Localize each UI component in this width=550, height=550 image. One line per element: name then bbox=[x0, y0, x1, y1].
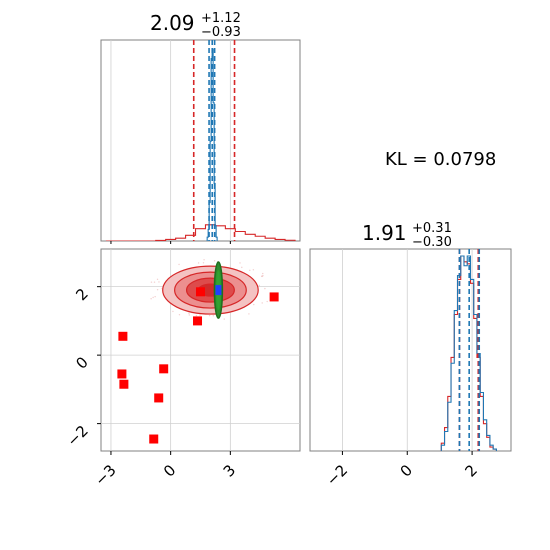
scatter-point bbox=[156, 278, 159, 281]
tick-label-right-x: 2 bbox=[461, 461, 480, 480]
kl-annotation: KL = 0.0798 bbox=[385, 149, 496, 170]
scatter-point bbox=[152, 296, 154, 299]
title-x-median: 2.09 bbox=[150, 11, 195, 35]
scatter-point bbox=[239, 262, 241, 264]
square-marker bbox=[196, 287, 205, 297]
scatter-point bbox=[252, 269, 255, 271]
scatter-point bbox=[208, 314, 211, 317]
panel-marginal-y-frame bbox=[309, 248, 512, 452]
tick-label-joint-x: 0 bbox=[160, 461, 179, 480]
square-marker bbox=[154, 393, 164, 403]
title-x-plus: +1.12 bbox=[201, 11, 241, 26]
tick-label-joint-y: −2 bbox=[63, 422, 91, 450]
square-marker bbox=[193, 316, 203, 326]
scatter-point bbox=[248, 313, 250, 315]
scatter-point bbox=[264, 287, 266, 290]
tick-label-right-x: −2 bbox=[323, 461, 351, 489]
square-marker bbox=[269, 292, 279, 302]
scatter-point bbox=[262, 272, 264, 275]
scatter-point bbox=[178, 263, 180, 266]
scatter-point bbox=[213, 260, 216, 262]
scatter-point bbox=[150, 298, 152, 300]
title-marginal-y: 1.91 bbox=[362, 221, 407, 245]
scatter-point bbox=[203, 259, 205, 261]
tick-label-right-x: 0 bbox=[397, 461, 416, 480]
title-y-minus: −0.30 bbox=[412, 235, 452, 250]
scatter-point bbox=[261, 275, 263, 278]
title-y-plus: +0.31 bbox=[412, 221, 452, 236]
scatter-point bbox=[249, 269, 251, 272]
scatter-point bbox=[178, 314, 181, 316]
scatter-point bbox=[241, 266, 243, 269]
scatter-point bbox=[188, 312, 190, 315]
scatter-point bbox=[212, 315, 215, 317]
scatter-point bbox=[172, 310, 174, 313]
scatter-point bbox=[202, 262, 205, 264]
tick-label-joint-x: −3 bbox=[91, 461, 119, 489]
square-marker bbox=[118, 331, 128, 341]
title-y-median: 1.91 bbox=[362, 221, 407, 245]
scatter-point bbox=[253, 303, 255, 306]
title-x-minus: −0.93 bbox=[201, 25, 241, 40]
scatter-point bbox=[261, 302, 263, 304]
panel-marginal-x-frame bbox=[100, 39, 301, 242]
scatter-point bbox=[158, 281, 160, 283]
scatter-point bbox=[188, 314, 191, 316]
hist-x-blue bbox=[206, 48, 218, 241]
scatter-point bbox=[195, 314, 198, 317]
tick-label-joint-y: 0 bbox=[72, 353, 91, 372]
scatter-point bbox=[258, 284, 260, 287]
scatter-point bbox=[266, 300, 268, 303]
title-marginal-x: 2.09 bbox=[150, 11, 195, 35]
scatter-point bbox=[153, 281, 156, 283]
scatter-point bbox=[154, 295, 156, 298]
tick-label-joint-y: 2 bbox=[72, 285, 91, 304]
square-marker bbox=[159, 364, 169, 374]
scatter-point bbox=[197, 262, 200, 264]
square-marker bbox=[149, 434, 159, 444]
square-marker bbox=[117, 369, 127, 379]
scatter-point bbox=[150, 281, 153, 283]
tick-label-joint-x: 3 bbox=[220, 461, 239, 480]
blue-core-marker bbox=[215, 285, 222, 296]
scatter-point bbox=[223, 318, 225, 320]
scatter-point bbox=[199, 314, 201, 316]
square-marker bbox=[119, 379, 129, 389]
hist-y-blue bbox=[440, 255, 497, 451]
scatter-point bbox=[156, 288, 159, 291]
